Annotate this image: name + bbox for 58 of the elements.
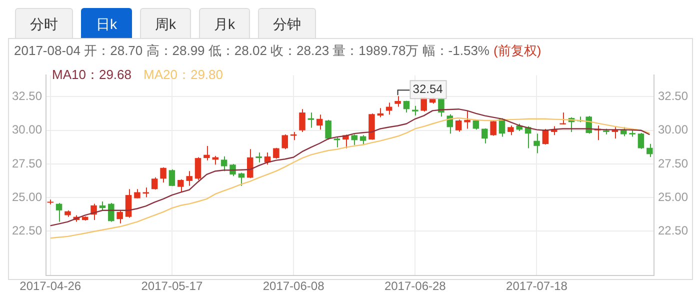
candlestick <box>204 145 210 161</box>
x-tick-label: 2017-05-17 <box>141 279 203 294</box>
candlestick <box>168 168 176 187</box>
candlestick <box>464 110 470 130</box>
y-tick-label: 32.50 <box>12 89 42 104</box>
y-tick-label: 27.50 <box>12 156 42 170</box>
candlestick <box>351 134 358 146</box>
candlestick <box>325 119 332 140</box>
candlestick <box>178 178 184 192</box>
annotation: 32.54 <box>412 82 444 96</box>
text: 周k <box>140 8 191 39</box>
chart-subtitle: 2017-08-04 开：28.70 高：28.99 低：28.02 收：28.23 量：1989.78万 幅：-1.53% <box>14 43 490 58</box>
candlestick <box>490 120 496 136</box>
y2-tick-label: 22.50 <box>658 224 688 238</box>
candlestick <box>482 128 488 144</box>
text: 月k <box>199 8 250 39</box>
candlestick <box>316 114 323 130</box>
y-tick-label: 22.50 <box>12 224 42 238</box>
candlestick <box>299 108 306 132</box>
candlestick <box>308 112 314 128</box>
candlestick <box>220 156 228 172</box>
candlestick <box>160 166 166 184</box>
candlestick <box>186 170 192 186</box>
candlestick <box>56 202 62 222</box>
candlestick <box>256 152 262 163</box>
candlestick <box>412 105 418 116</box>
candlestick <box>334 136 340 148</box>
candlestick <box>455 119 462 132</box>
candlestick <box>142 187 150 198</box>
candlestick <box>151 176 158 190</box>
candlestick <box>125 188 132 218</box>
candlestick <box>108 202 114 222</box>
candlestick <box>638 132 644 150</box>
y2-tick-label: 32.50 <box>658 89 688 104</box>
y2-tick-label: 25.00 <box>658 190 688 204</box>
candlestick <box>534 133 540 154</box>
candlestick <box>194 156 202 181</box>
candlestick <box>394 96 401 108</box>
y2-tick-label: 27.50 <box>658 156 688 170</box>
candlestick <box>508 125 514 136</box>
y-tick-label: 30.00 <box>12 122 42 137</box>
candlestick <box>134 188 140 199</box>
candlestick <box>560 112 566 125</box>
candlestick <box>360 134 366 146</box>
text: MA20：29.80 <box>144 67 223 82</box>
x-tick-label: 2017-06-08 <box>262 279 325 294</box>
x-tick-label: 2017-06-28 <box>384 279 446 294</box>
text: (前复权) <box>493 43 542 58</box>
candlestick <box>646 143 653 158</box>
text: 分时 <box>15 8 73 39</box>
y2-tick-label: 30.00 <box>658 122 688 137</box>
text: 分钟 <box>258 8 316 39</box>
x-tick-label: 2017-07-18 <box>506 279 568 294</box>
candlestick <box>282 134 288 150</box>
x-tick-label: 2017-04-26 <box>20 279 82 294</box>
candlestick <box>116 210 123 224</box>
text: MA10：29.68 <box>52 67 132 82</box>
y-tick-label: 25.00 <box>12 190 42 204</box>
